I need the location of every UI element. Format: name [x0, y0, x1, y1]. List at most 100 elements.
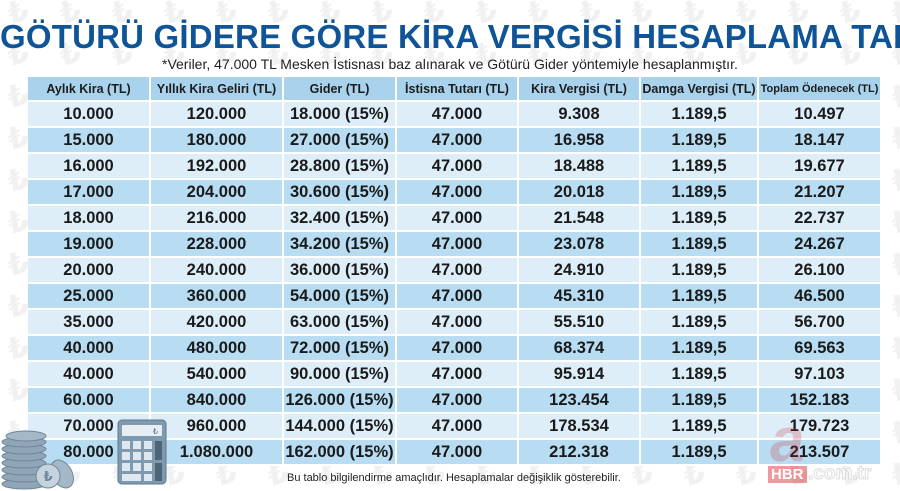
cell-exemption: 47.000: [397, 180, 519, 206]
page-title: GÖTÜRÜ GİDERE GÖRE KİRA VERGİSİ HESAPLAM…: [0, 18, 900, 55]
cell-expense: 126.000 (15%): [284, 388, 397, 414]
cell-total-payable: 69.563: [759, 336, 880, 362]
cell-rent-tax: 20.018: [519, 180, 641, 206]
cell-stamp-duty: 1.189,5: [641, 284, 759, 310]
cell-rent-tax: 23.078: [519, 232, 641, 258]
cell-total-payable: 10.497: [759, 102, 880, 128]
table-row: 40.000 480.000 72.000 (15%) 47.000 68.374 1.1…: [28, 336, 880, 362]
cell-annual-income: 360.000: [151, 284, 284, 310]
cell-total-payable: 56.700: [759, 310, 880, 336]
cell-expense: 162.000 (15%): [284, 440, 397, 466]
cell-total-payable: 21.207: [759, 180, 880, 206]
table-row: 10.000 120.000 18.000 (15%) 47.000 9.308 1.18…: [28, 102, 880, 128]
table-row: 19.000 228.000 34.200 (15%) 47.000 23.078 1.1…: [28, 232, 880, 258]
cell-exemption: 47.000: [397, 232, 519, 258]
cell-exemption: 47.000: [397, 284, 519, 310]
table-body: 10.000 120.000 18.000 (15%) 47.000 9.308 1.18…: [28, 102, 880, 466]
cell-total-payable: 152.183: [759, 388, 880, 414]
logo-domain: .com.tr: [807, 463, 872, 484]
cell-monthly-rent: 18.000: [28, 206, 151, 232]
cell-annual-income: 540.000: [151, 362, 284, 388]
cell-annual-income: 228.000: [151, 232, 284, 258]
cell-stamp-duty: 1.189,5: [641, 440, 759, 466]
table-row: 70.000 960.000 144.000 (15%) 47.000 178.534 1…: [28, 414, 880, 440]
cell-monthly-rent: 40.000: [28, 362, 151, 388]
cell-expense: 28.800 (15%): [284, 154, 397, 180]
cell-stamp-duty: 1.189,5: [641, 258, 759, 284]
cell-monthly-rent: 19.000: [28, 232, 151, 258]
ahaber-logo: a HBR .com.tr: [758, 410, 900, 486]
table-row: 15.000 180.000 27.000 (15%) 47.000 16.958 1.1…: [28, 128, 880, 154]
subtitle-note: *Veriler, 47.000 TL Mesken İstisnası baz…: [162, 56, 738, 72]
cell-annual-income: 204.000: [151, 180, 284, 206]
lira-watermark-icon: ₺: [889, 203, 900, 242]
cell-exemption: 47.000: [397, 388, 519, 414]
cell-expense: 54.000 (15%): [284, 284, 397, 310]
table-row: 25.000 360.000 54.000 (15%) 47.000 45.310 1.1…: [28, 284, 880, 310]
cell-total-payable: 26.100: [759, 258, 880, 284]
cell-expense: 90.000 (15%): [284, 362, 397, 388]
column-header-monthly-rent: Aylık Kira (TL): [28, 77, 151, 102]
table-row: 16.000 192.000 28.800 (15%) 47.000 18.488 1.1…: [28, 154, 880, 180]
column-header-exemption-amount: İstisna Tutarı (TL): [397, 77, 519, 102]
cell-monthly-rent: 15.000: [28, 128, 151, 154]
cell-rent-tax: 178.534: [519, 414, 641, 440]
lira-watermark-icon: ₺: [889, 77, 900, 116]
table-header-row: Aylık Kira (TL) Yıllık Kira Geliri (TL) …: [28, 77, 880, 102]
disclaimer-footnote: Bu tablo bilgilendirme amaçlıdır. Hesapl…: [287, 472, 621, 484]
cell-rent-tax: 16.958: [519, 128, 641, 154]
cell-expense: 30.600 (15%): [284, 180, 397, 206]
cell-stamp-duty: 1.189,5: [641, 362, 759, 388]
lira-watermark-icon: ₺: [889, 371, 900, 410]
cell-monthly-rent: 40.000: [28, 336, 151, 362]
cell-stamp-duty: 1.189,5: [641, 128, 759, 154]
cell-annual-income: 840.000: [151, 388, 284, 414]
cell-annual-income: 960.000: [151, 414, 284, 440]
cell-total-payable: 179.723: [759, 414, 880, 440]
cell-total-payable: 24.267: [759, 232, 880, 258]
column-header-annual-rent-income: Yıllık Kira Geliri (TL): [151, 77, 284, 102]
table-row: 17.000 204.000 30.600 (15%) 47.000 20.018 1.1…: [28, 180, 880, 206]
logo-letter: a: [770, 406, 805, 475]
table-row: 60.000 840.000 126.000 (15%) 47.000 123.454 1…: [28, 388, 880, 414]
cell-rent-tax: 18.488: [519, 154, 641, 180]
cell-annual-income: 1.080.000: [151, 440, 284, 466]
cell-exemption: 47.000: [397, 310, 519, 336]
cell-stamp-duty: 1.189,5: [641, 102, 759, 128]
cell-stamp-duty: 1.189,5: [641, 154, 759, 180]
column-header-rent-tax: Kira Vergisi (TL): [519, 77, 641, 102]
cell-exemption: 47.000: [397, 362, 519, 388]
cell-total-payable: 97.103: [759, 362, 880, 388]
cell-stamp-duty: 1.189,5: [641, 310, 759, 336]
cell-monthly-rent: 20.000: [28, 258, 151, 284]
cell-expense: 36.000 (15%): [284, 258, 397, 284]
cell-rent-tax: 9.308: [519, 102, 641, 128]
cell-monthly-rent: 16.000: [28, 154, 151, 180]
cell-exemption: 47.000: [397, 128, 519, 154]
cell-rent-tax: 68.374: [519, 336, 641, 362]
cell-exemption: 47.000: [397, 102, 519, 128]
cell-rent-tax: 45.310: [519, 284, 641, 310]
cell-stamp-duty: 1.189,5: [641, 232, 759, 258]
coins-stack-icon: ₺: [1, 430, 74, 490]
cell-stamp-duty: 1.189,5: [641, 414, 759, 440]
cell-expense: 63.000 (15%): [284, 310, 397, 336]
table-row: 18.000 216.000 32.400 (15%) 47.000 21.548 1.1…: [28, 206, 880, 232]
cell-exemption: 47.000: [397, 414, 519, 440]
cell-expense: 27.000 (15%): [284, 128, 397, 154]
cell-annual-income: 192.000: [151, 154, 284, 180]
calculator-icon: ₺: [117, 419, 167, 485]
cell-rent-tax: 212.318: [519, 440, 641, 466]
cell-total-payable: 18.147: [759, 128, 880, 154]
cell-rent-tax: 21.548: [519, 206, 641, 232]
lira-watermark-icon: ₺: [889, 287, 900, 326]
cell-rent-tax: 24.910: [519, 258, 641, 284]
cell-stamp-duty: 1.189,5: [641, 206, 759, 232]
cell-monthly-rent: 60.000: [28, 388, 151, 414]
logo-brand: HBR: [768, 466, 807, 483]
cell-total-payable: 46.500: [759, 284, 880, 310]
cell-exemption: 47.000: [397, 154, 519, 180]
column-header-total-payable: Toplam Ödenecek (TL): [759, 77, 880, 102]
cell-rent-tax: 55.510: [519, 310, 641, 336]
cell-total-payable: 213.507: [759, 440, 880, 466]
